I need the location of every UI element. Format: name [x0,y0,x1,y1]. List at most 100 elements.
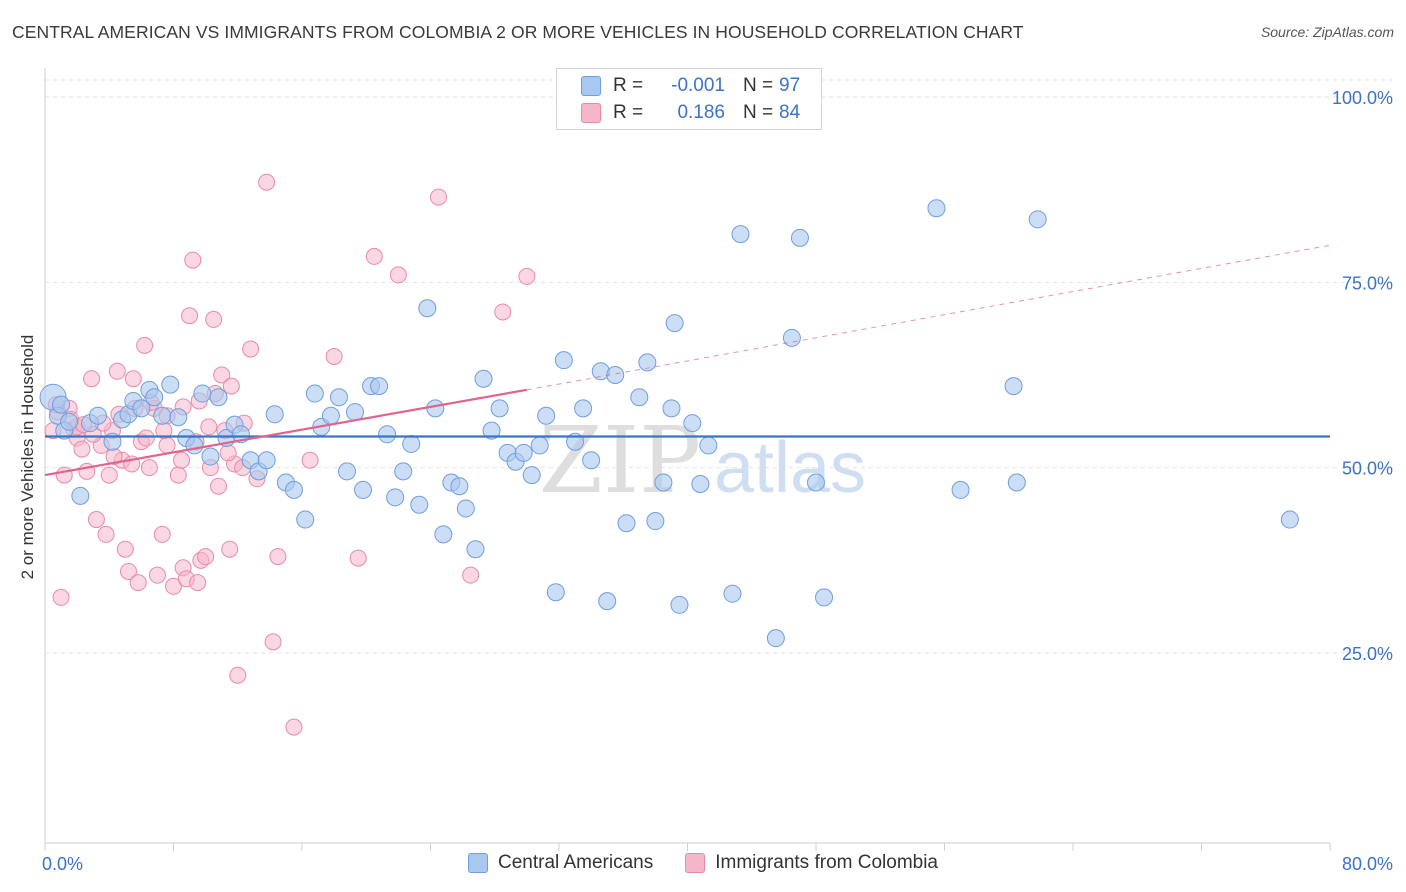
blue-point [161,375,180,394]
pink-point [173,451,191,469]
blue-point [522,466,541,485]
legend-r-value: -0.001 [671,75,725,96]
blue-point [654,473,673,492]
blue-point [951,480,970,499]
pink-point [108,362,126,380]
blue-point [132,399,151,418]
pink-point [181,307,199,325]
blue-point [815,588,834,607]
y-tick-labels: 25.0% 50.0% 75.0% 100.0% [1332,88,1393,664]
pink-point [213,366,231,384]
blue-point [490,399,509,418]
pink-point [285,718,303,736]
legend-n-value: 97 [779,75,801,96]
blue-point [482,421,501,440]
pink-trend-line [44,388,528,477]
blue-point [790,228,809,247]
pink-point [221,540,239,558]
blue-point [782,328,801,347]
y-tick-label: 50.0% [1342,459,1393,479]
pink-point [494,303,512,321]
blue-point [1028,210,1047,229]
pink-trend-extension [526,244,1331,391]
blue-point [456,499,475,518]
watermark-atlas: atlas [714,428,866,508]
blue-point [646,512,665,531]
blue-point [598,592,617,611]
x-tick-labels: 0.0% 80.0% [42,854,1393,874]
legend-swatch-blue [467,853,488,873]
grid-lines [45,79,1392,654]
legend-row-pink: R = 0.186 N = 84 [581,100,800,126]
pink-point [462,566,480,584]
pink-point [120,562,138,580]
pink-point [389,266,407,284]
blue-point [530,436,549,455]
blue-point [394,462,413,481]
blue-point [386,488,405,507]
blue-point [169,408,188,427]
pink-point [165,577,182,595]
pink-point [73,440,91,458]
blue-point [807,473,825,492]
blue-point [71,486,90,505]
blue-point [153,406,172,425]
blue-point [766,629,785,648]
pink-point [153,525,171,543]
blue-point [410,495,429,514]
blue-point [209,388,228,407]
pink-point [169,466,187,484]
pink-point [189,574,207,592]
pink-point [55,466,73,484]
pink-point [197,548,215,566]
blue-point [683,414,702,433]
blue-point [574,399,593,418]
blue-point [434,525,453,544]
source-credit: Source: ZipAtlas.com [1260,24,1394,40]
legend-n-label: N = [743,102,774,123]
pink-point [349,549,367,567]
pink-point [219,444,237,462]
legend-r-value: 0.186 [677,102,725,123]
pink-point [124,370,142,388]
pink-point [258,173,276,191]
blue-point [305,384,324,403]
blue-point [638,353,657,372]
blue-point [546,583,565,602]
legend-swatch-blue [581,76,601,96]
pink-point [158,436,176,454]
legend-label: Immigrants from Colombia [715,852,938,873]
blue-point [89,406,108,425]
watermark: ZIP atlas [539,407,866,514]
blue-point [450,477,469,496]
blue-point [418,299,437,318]
pink-point [209,477,227,495]
blue-point [193,384,212,403]
pink-point [430,188,448,206]
pink-point [301,451,319,469]
pink-series-points [44,173,536,736]
pink-point [97,525,115,543]
trend-lines [44,244,1331,477]
pink-point [137,429,155,447]
blue-point [337,462,356,481]
pink-point [200,418,218,436]
chart-title: CENTRAL AMERICAN VS IMMIGRANTS FROM COLO… [12,22,1024,42]
blue-point [582,451,601,470]
pink-point [184,251,202,269]
blue-point [402,434,421,453]
blue-point [354,480,373,499]
blue-point [145,388,164,407]
blue-point [662,399,681,418]
blue-point [554,351,573,370]
correlation-legend: R = -0.001 N = 97 R = 0.186 N = 84 [556,68,822,130]
blue-point [284,480,303,499]
y-tick-label: 75.0% [1342,273,1393,293]
legend-item-immigrants-colombia: Immigrants from Colombia [685,852,938,874]
blue-point [630,388,649,407]
blue-point [665,314,684,333]
legend-row-blue: R = -0.001 N = 97 [581,73,800,99]
pink-point [148,566,166,584]
blue-point [426,399,445,418]
